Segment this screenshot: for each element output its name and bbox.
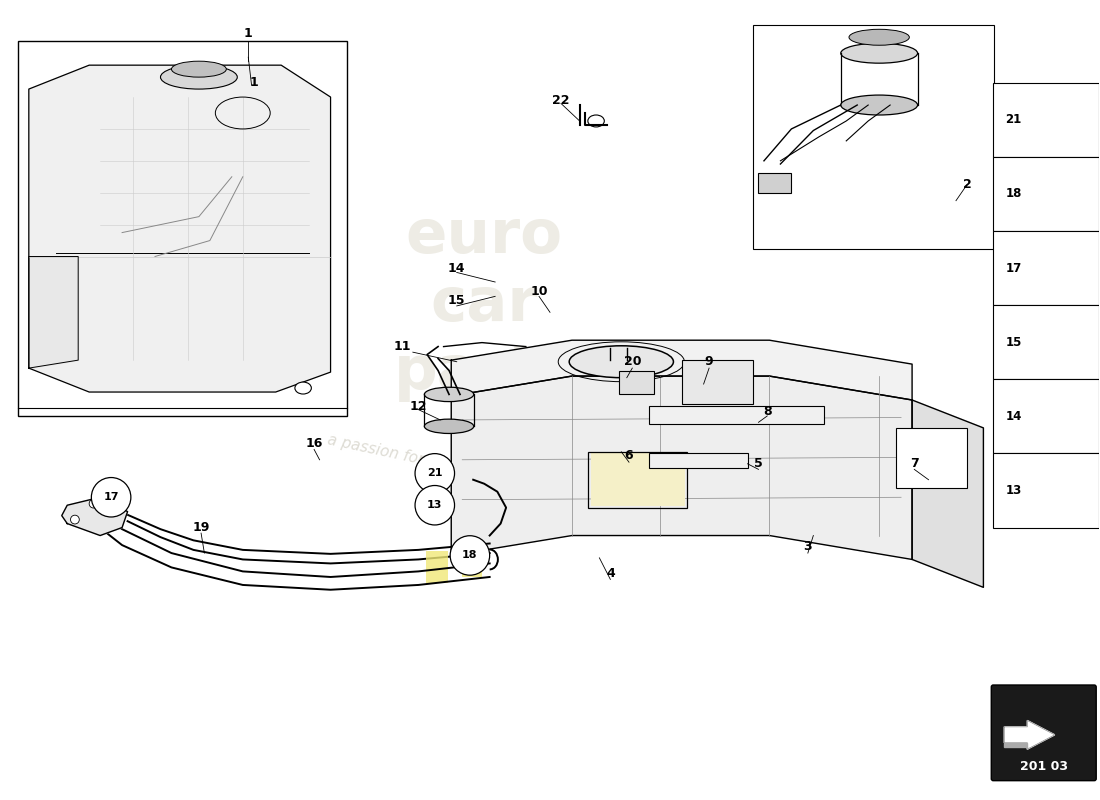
Text: 1: 1 <box>250 76 258 90</box>
Bar <box>462 546 482 577</box>
Ellipse shape <box>849 30 910 46</box>
Text: 201 03: 201 03 <box>1020 760 1068 774</box>
Text: 15: 15 <box>448 294 465 307</box>
Text: 4: 4 <box>606 567 615 580</box>
Ellipse shape <box>425 387 474 402</box>
Text: 5: 5 <box>755 458 762 470</box>
Text: 17: 17 <box>103 492 119 502</box>
Bar <box>895 428 967 488</box>
Bar <box>682 360 754 404</box>
Text: 14: 14 <box>1005 410 1022 423</box>
Text: 12: 12 <box>409 400 427 413</box>
Bar <box>993 454 1099 527</box>
Text: 21: 21 <box>427 468 442 478</box>
Bar <box>426 551 448 583</box>
Text: 8: 8 <box>763 405 771 418</box>
Polygon shape <box>1004 743 1027 749</box>
Text: 21: 21 <box>1005 114 1022 126</box>
Text: 10: 10 <box>530 285 548 298</box>
Circle shape <box>450 536 490 575</box>
Text: 11: 11 <box>393 340 410 353</box>
Bar <box>993 231 1099 305</box>
Text: 18: 18 <box>1005 187 1022 201</box>
Polygon shape <box>1004 721 1055 749</box>
Text: 19: 19 <box>192 521 210 534</box>
Ellipse shape <box>172 61 227 77</box>
Text: 20: 20 <box>624 355 641 368</box>
Bar <box>993 157 1099 231</box>
Text: 9: 9 <box>705 355 714 368</box>
Text: 17: 17 <box>1005 262 1022 274</box>
Circle shape <box>70 515 79 524</box>
Polygon shape <box>912 400 983 587</box>
Text: 1: 1 <box>244 26 253 40</box>
Bar <box>619 371 654 394</box>
Bar <box>649 454 748 468</box>
Polygon shape <box>451 340 912 400</box>
Ellipse shape <box>569 346 673 378</box>
Text: 15: 15 <box>1005 336 1022 349</box>
Circle shape <box>89 499 98 508</box>
Bar <box>588 452 688 508</box>
Text: 3: 3 <box>803 540 812 553</box>
Polygon shape <box>62 498 128 535</box>
FancyBboxPatch shape <box>991 685 1097 781</box>
Circle shape <box>415 454 454 493</box>
Polygon shape <box>29 65 331 392</box>
Polygon shape <box>451 376 912 559</box>
Text: 22: 22 <box>552 94 570 106</box>
Ellipse shape <box>161 65 238 89</box>
Text: 16: 16 <box>306 438 322 450</box>
Circle shape <box>415 486 454 525</box>
Ellipse shape <box>840 43 917 63</box>
Circle shape <box>91 478 131 517</box>
Ellipse shape <box>840 95 917 115</box>
Bar <box>993 305 1099 379</box>
Text: 13: 13 <box>427 500 442 510</box>
Bar <box>993 82 1099 157</box>
Text: 7: 7 <box>910 458 918 470</box>
Text: euro
car
parts: euro car parts <box>394 206 574 402</box>
Text: 14: 14 <box>448 262 465 275</box>
Bar <box>759 173 791 193</box>
Bar <box>993 379 1099 454</box>
Text: 13: 13 <box>1005 484 1022 497</box>
Text: 2: 2 <box>962 178 971 191</box>
Ellipse shape <box>295 382 311 394</box>
Bar <box>18 42 346 416</box>
Bar <box>649 406 824 424</box>
Bar <box>754 26 994 249</box>
Text: 6: 6 <box>625 450 634 462</box>
Text: a passion for parts since 1965: a passion for parts since 1965 <box>326 433 554 495</box>
Text: 18: 18 <box>462 550 477 561</box>
Polygon shape <box>29 257 78 368</box>
Ellipse shape <box>425 419 474 434</box>
Bar <box>591 454 685 506</box>
